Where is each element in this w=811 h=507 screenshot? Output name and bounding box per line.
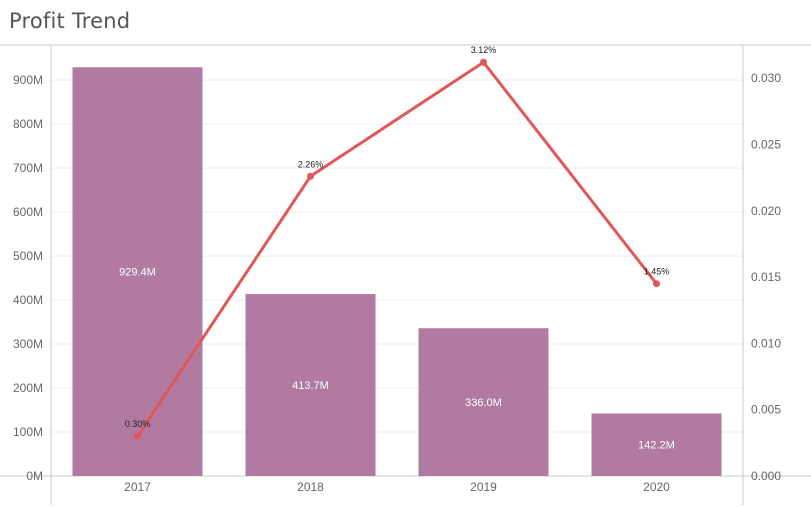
bar-2017 <box>72 67 203 477</box>
bar-value-label: 413.7M <box>292 380 329 392</box>
right-tick-label: 0.020 <box>751 204 781 218</box>
x-tick-label: 2020 <box>643 480 670 494</box>
bar-value-label: 142.2M <box>638 440 675 452</box>
x-tick-label: 2017 <box>124 480 151 494</box>
line-point-2019 <box>480 58 487 66</box>
line-series <box>134 58 660 440</box>
data-labels: 929.4M 413.7M 336.0M 142.2M 0.30% 2.26% 3.12% 1… <box>119 45 675 451</box>
line-value-label: 3.12% <box>471 45 497 55</box>
chart-frame <box>0 44 811 505</box>
right-tick-label: 0.005 <box>751 403 781 417</box>
left-tick-label: 0M <box>26 469 43 483</box>
line-point-2020 <box>653 280 660 288</box>
left-tick-label: 700M <box>13 161 43 175</box>
right-tick-label: 0.015 <box>751 270 781 284</box>
axes: 0M 100M 200M 300M 400M 500M 600M 700M 800M 900M 0.… <box>13 71 781 494</box>
line-point-2018 <box>307 172 314 180</box>
x-tick-label: 2018 <box>297 480 324 494</box>
right-tick-label: 0.010 <box>751 336 781 350</box>
x-tick-label: 2019 <box>470 480 497 494</box>
bar-2018 <box>245 294 376 476</box>
chart-title: Profit Trend <box>9 9 131 33</box>
bar-2020 <box>591 413 722 476</box>
line-point-2017 <box>134 432 141 440</box>
bar-value-label: 929.4M <box>119 267 156 279</box>
left-tick-label: 400M <box>13 293 43 307</box>
bar-value-label: 336.0M <box>465 397 502 409</box>
line-value-label: 0.30% <box>125 419 151 429</box>
left-tick-label: 900M <box>13 73 43 87</box>
left-tick-label: 800M <box>13 117 43 131</box>
line-value-label: 1.45% <box>644 267 670 277</box>
left-tick-label: 600M <box>13 205 43 219</box>
profit-ratio-line <box>136 60 658 438</box>
left-tick-label: 300M <box>13 337 43 351</box>
left-tick-label: 200M <box>13 381 43 395</box>
left-tick-label: 500M <box>13 249 43 263</box>
line-value-label: 2.26% <box>298 159 324 169</box>
right-tick-label: 0.030 <box>751 71 781 85</box>
bar-series <box>72 67 722 477</box>
right-tick-label: 0.000 <box>751 469 781 483</box>
right-tick-label: 0.025 <box>751 137 781 151</box>
left-tick-label: 100M <box>13 425 43 439</box>
bar-2019 <box>418 328 549 476</box>
